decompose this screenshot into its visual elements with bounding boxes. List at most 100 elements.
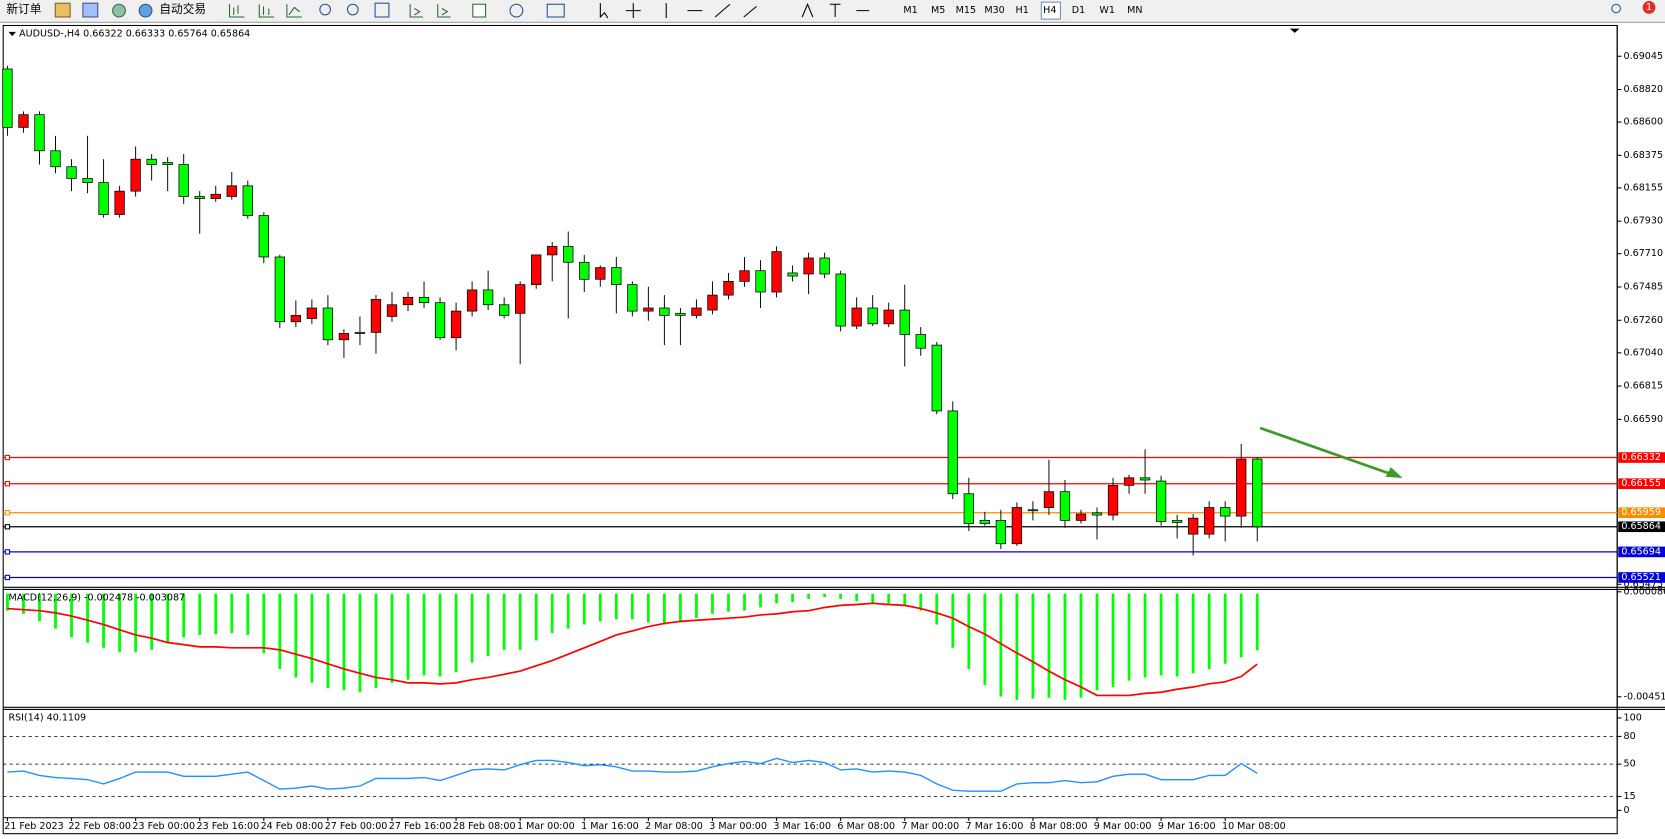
macd-bar [422,593,426,676]
macd-bar [1207,593,1211,670]
macd-bar [246,593,250,636]
timeframe-button[interactable]: M5 [931,5,945,16]
icon[interactable] [546,3,565,18]
macd-bar [775,593,778,604]
timeframe-button[interactable]: D1 [1072,5,1085,16]
macd-bar [1127,593,1131,681]
drawing-tools[interactable] [665,2,870,19]
candle-body [18,114,29,128]
candle-body [771,251,782,293]
candle-body [915,334,926,349]
y-tick-label: 80 [1624,731,1636,742]
x-tick-label: 9 Mar 16:00 [1158,821,1216,832]
candle-body [418,296,430,304]
macd-bar [6,593,9,611]
x-tick-label: 7 Mar 00:00 [902,821,960,832]
notification-badge[interactable] [1642,1,1656,14]
icon[interactable] [82,2,99,18]
timeframe-button[interactable]: M15 [956,5,976,16]
candle-body [739,270,750,282]
cursor-tool[interactable] [599,3,609,19]
candle-body [819,257,830,275]
x-tick-label: 2 Mar 08:00 [645,821,703,832]
candle-body [386,304,398,317]
price-label-box [1618,546,1665,558]
timeframe-button[interactable]: M1 [903,5,917,16]
level-handle [4,510,11,516]
macd-bar [871,593,875,604]
macd-bar [1031,593,1035,699]
macd-bar [118,593,121,653]
y-tick-label: 0.68600 [1624,117,1663,128]
candle-body [931,344,942,412]
macd-bar [310,593,314,683]
icon[interactable] [258,4,275,18]
macd-bar [438,593,442,677]
price-label-box [1618,478,1665,490]
macd-bar [1175,593,1179,677]
candle-body [867,307,878,325]
candle-body [1139,477,1151,481]
new-order-button[interactable]: 新订单 [6,2,41,16]
candle-body [162,162,173,165]
crosshair-tool[interactable] [625,3,641,19]
x-tick-label: 27 Feb 16:00 [389,821,452,832]
y-tick-label: 0.67260 [1624,315,1663,326]
timeframe-button[interactable]: W1 [1099,5,1115,16]
macd-bar [326,593,330,689]
candle-body [1075,513,1087,521]
macd-bar [550,593,554,633]
candle-body [499,304,510,316]
macd-bar [614,593,618,620]
icon[interactable] [286,4,302,18]
macd-bar [1095,593,1099,691]
candle-body [370,299,382,333]
macd-bar [374,593,378,689]
price-label: 0.65694 [1621,546,1660,557]
candle-body [515,284,526,314]
macd-bar [887,593,891,604]
timeframe-button[interactable]: M30 [984,5,1004,16]
candle-body [402,296,414,306]
macd-bar [1239,593,1243,658]
timeframe-button[interactable]: H4 [1043,5,1056,16]
macd-bar [1223,593,1227,664]
search-icon[interactable] [1611,3,1621,14]
candle-body [258,215,269,258]
candle-body [98,182,109,215]
auto-trading-icon[interactable] [138,3,153,18]
macd-bar [1111,593,1115,688]
icon[interactable] [346,3,359,16]
x-tick-label: 9 Mar 00:00 [1094,821,1152,832]
x-tick-label: 23 Feb 00:00 [132,821,195,832]
auto-trading-button[interactable]: 自动交易 [159,2,206,16]
macd-bar [1063,593,1067,700]
icon[interactable] [509,3,524,18]
icon[interactable] [437,4,451,18]
candle-body [66,166,77,179]
candle-body [787,272,798,277]
chart-tools[interactable] [228,2,870,19]
candle-body [306,307,318,319]
candle-body [659,307,670,316]
candle-body [1236,458,1247,517]
icon[interactable] [374,2,390,18]
icon[interactable] [228,4,245,18]
candle-body [979,520,991,524]
candle-body [947,410,958,495]
timeframe-button[interactable]: H1 [1016,5,1029,16]
icon[interactable] [472,3,487,18]
icon[interactable] [112,3,126,18]
price-label-box [1618,452,1665,463]
icon[interactable] [54,2,71,18]
x-tick-label: 6 Mar 08:00 [837,821,895,832]
icon[interactable] [409,4,423,18]
candle-body [130,158,141,192]
x-tick-label: 24 Feb 08:00 [261,821,324,832]
x-tick-label: 3 Mar 00:00 [709,821,767,832]
macd-bar [839,593,843,600]
level-handle [4,454,11,461]
candle-body [691,307,702,316]
icon[interactable] [319,3,331,16]
timeframe-button[interactable]: MN [1127,5,1142,16]
